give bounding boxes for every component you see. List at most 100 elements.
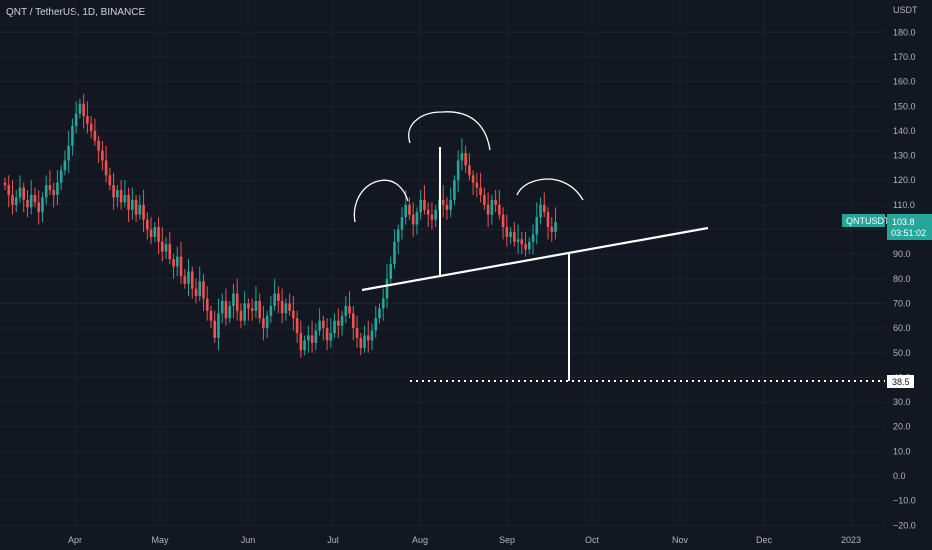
candle-body	[310, 335, 314, 343]
candle-body	[112, 185, 115, 198]
y-tick-label: 10.0	[893, 446, 911, 456]
time-axis[interactable]: Apr May Jun Jul Aug Sep Oct Nov Dec 2023	[68, 535, 861, 545]
candle-body	[59, 170, 63, 183]
candle-body	[284, 303, 288, 314]
candle-body	[475, 182, 479, 188]
candle-body	[378, 308, 381, 319]
candle-body	[468, 165, 471, 176]
y-tick-label: 110.0	[893, 200, 915, 210]
x-tick-label: Aug	[412, 535, 428, 545]
target-price-label: 38.5	[892, 377, 910, 387]
candle-body	[67, 145, 70, 161]
x-tick-label: Jul	[327, 535, 339, 545]
candle-body	[198, 281, 202, 297]
candle-body	[415, 212, 419, 225]
candle-body	[127, 194, 130, 210]
candle-body	[224, 300, 228, 319]
y-tick-label: 60.0	[893, 323, 911, 333]
candle-body	[44, 185, 48, 198]
candle-body	[389, 264, 393, 279]
candle-body	[314, 330, 318, 343]
y-tick-label: 30.0	[893, 397, 911, 407]
candle-body	[220, 300, 224, 314]
candle-body	[160, 241, 164, 252]
candle-body	[213, 320, 217, 338]
candle-body	[119, 190, 123, 203]
y-tick-label: 80.0	[893, 274, 911, 284]
candle-body	[97, 140, 100, 151]
candle-body	[172, 259, 175, 267]
candle-body	[550, 227, 554, 232]
left-shoulder-arc	[353, 179, 409, 223]
price-axis[interactable]: USDT 180.0 170.0 160.0 150.0 140.0 130.0 120.0…	[886, 0, 932, 550]
candle-body	[381, 298, 385, 309]
y-tick-label: −20.0	[893, 520, 916, 530]
x-tick-label: Dec	[756, 535, 773, 545]
candle-body	[239, 310, 243, 321]
x-tick-label: 2023	[841, 535, 861, 545]
candle-body	[288, 303, 291, 311]
candle-body	[63, 160, 67, 171]
candle-body	[209, 310, 213, 321]
candle-body	[37, 202, 41, 213]
candle-body	[423, 199, 426, 210]
candle-body	[464, 153, 467, 166]
candle-body	[396, 229, 400, 242]
right-shoulder-arc	[516, 178, 584, 201]
x-tick-label: May	[151, 535, 169, 545]
candle-body	[48, 185, 52, 191]
y-tick-label: 130.0	[893, 151, 916, 161]
candle-body	[333, 320, 336, 334]
candle-body	[513, 231, 516, 242]
candle-body	[250, 308, 254, 311]
candle-body	[258, 300, 261, 319]
candle-body	[168, 244, 172, 260]
candle-body	[116, 190, 119, 198]
candle-body	[295, 318, 299, 334]
candle-body	[243, 303, 246, 321]
candle-body	[531, 234, 535, 242]
countdown-label: 03:51:02	[891, 228, 926, 238]
candle-body	[471, 175, 475, 183]
candle-body	[486, 204, 490, 215]
x-tick-label: Jun	[241, 535, 256, 545]
candle-body	[262, 318, 265, 329]
candle-body	[131, 199, 134, 210]
candle-body	[520, 239, 524, 245]
candle-body	[138, 204, 142, 215]
target-price-badge: 38.5	[887, 375, 914, 388]
candle-body	[82, 103, 85, 117]
candle-body	[269, 305, 273, 316]
y-tick-label: 180.0	[893, 27, 916, 37]
candle-body	[505, 227, 509, 237]
candle-body	[108, 175, 112, 186]
y-tick-label: 0.0	[893, 471, 906, 481]
x-tick-label: Nov	[672, 535, 689, 545]
candle-body	[3, 182, 7, 186]
candle-body	[408, 204, 411, 215]
candle-body	[363, 335, 366, 348]
candle-body	[7, 185, 11, 195]
grid-lines	[0, 0, 886, 532]
symbol-label: QNTUSDT	[846, 216, 890, 226]
candle-body	[292, 310, 295, 319]
y-tick-label: 170.0	[893, 52, 916, 62]
candlestick-series	[3, 93, 557, 358]
candle-body	[247, 303, 250, 309]
candle-body	[41, 197, 44, 213]
candle-body	[89, 123, 93, 131]
candle-body	[542, 204, 546, 213]
pattern-annotations	[353, 111, 885, 382]
candle-body	[273, 293, 276, 306]
candle-body	[554, 222, 557, 232]
candle-body	[179, 256, 183, 277]
candle-body	[29, 194, 33, 208]
candle-body	[14, 197, 18, 205]
candle-body	[366, 335, 370, 341]
candle-body	[217, 313, 220, 338]
last-price-badge: 103.8 03:51:02	[887, 214, 932, 240]
candle-body	[318, 320, 321, 331]
candle-body	[426, 209, 430, 215]
y-tick-label: 20.0	[893, 422, 911, 432]
